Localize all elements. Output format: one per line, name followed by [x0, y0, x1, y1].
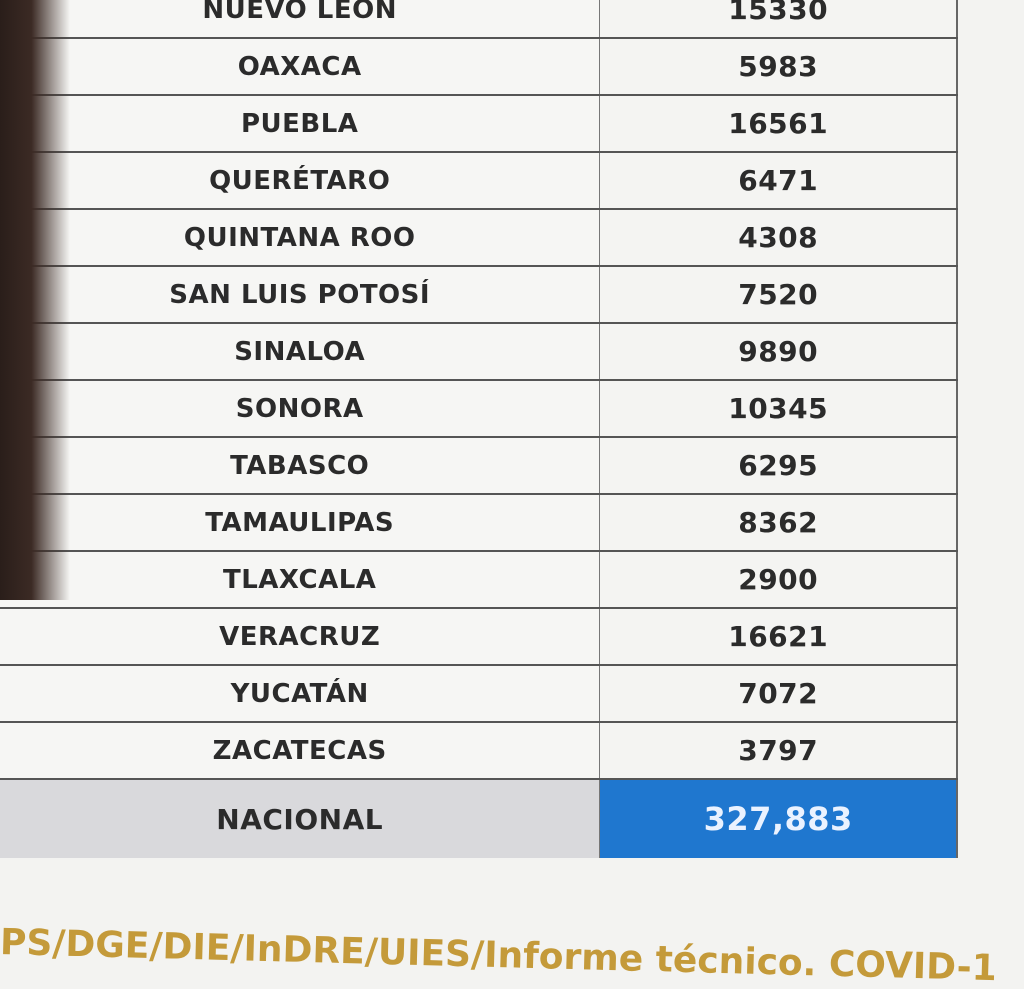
table-row: SONORA 10345: [0, 381, 958, 438]
total-value: 327,883: [600, 780, 958, 858]
state-name: QUINTANA ROO: [0, 210, 601, 265]
total-label: NACIONAL: [0, 780, 601, 858]
case-count: 3797: [600, 723, 958, 778]
case-count: 6471: [600, 153, 958, 208]
state-name: TAMAULIPAS: [0, 495, 601, 550]
table-row: OAXACA 5983: [0, 39, 958, 96]
state-name: NUEVO LEÓN: [0, 0, 601, 37]
state-name: SONORA: [0, 381, 601, 436]
case-count: 5983: [600, 39, 958, 94]
case-count: 2900: [600, 552, 958, 607]
state-name: YUCATÁN: [0, 666, 601, 721]
case-count: 10345: [600, 381, 958, 436]
table-row: SINALOA 9890: [0, 324, 958, 381]
cases-by-state-table: NUEVO LEÓN 15330 OAXACA 5983 PUEBLA 16561 QUER…: [0, 0, 958, 858]
case-count: 16621: [600, 609, 958, 664]
case-count: 6295: [600, 438, 958, 493]
table-row: PUEBLA 16561: [0, 96, 958, 153]
state-name: QUERÉTARO: [0, 153, 601, 208]
table-row: QUINTANA ROO 4308: [0, 210, 958, 267]
table-row: QUERÉTARO 6471: [0, 153, 958, 210]
table-row: SAN LUIS POTOSÍ 7520: [0, 267, 958, 324]
table-row: TAMAULIPAS 8362: [0, 495, 958, 552]
case-count: 8362: [600, 495, 958, 550]
case-count: 9890: [600, 324, 958, 379]
case-count: 15330: [600, 0, 958, 37]
table-row: ZACATECAS 3797: [0, 723, 958, 780]
state-name: TLAXCALA: [0, 552, 601, 607]
state-name: TABASCO: [0, 438, 601, 493]
source-footnote: PS/DGE/DIE/InDRE/UIES/Informe técnico. C…: [0, 922, 998, 989]
table-row: NUEVO LEÓN 15330: [0, 0, 958, 39]
table-row: YUCATÁN 7072: [0, 666, 958, 723]
state-name: SAN LUIS POTOSÍ: [0, 267, 601, 322]
total-row: NACIONAL 327,883: [0, 780, 958, 858]
table-row: VERACRUZ 16621: [0, 609, 958, 666]
state-name: ZACATECAS: [0, 723, 601, 778]
case-count: 16561: [600, 96, 958, 151]
state-name: PUEBLA: [0, 96, 601, 151]
case-count: 7520: [600, 267, 958, 322]
case-count: 4308: [600, 210, 958, 265]
case-count: 7072: [600, 666, 958, 721]
state-name: SINALOA: [0, 324, 601, 379]
state-name: OAXACA: [0, 39, 601, 94]
state-name: VERACRUZ: [0, 609, 601, 664]
table-row: TABASCO 6295: [0, 438, 958, 495]
screen-bezel: [0, 0, 70, 600]
table-row: TLAXCALA 2900: [0, 552, 958, 609]
